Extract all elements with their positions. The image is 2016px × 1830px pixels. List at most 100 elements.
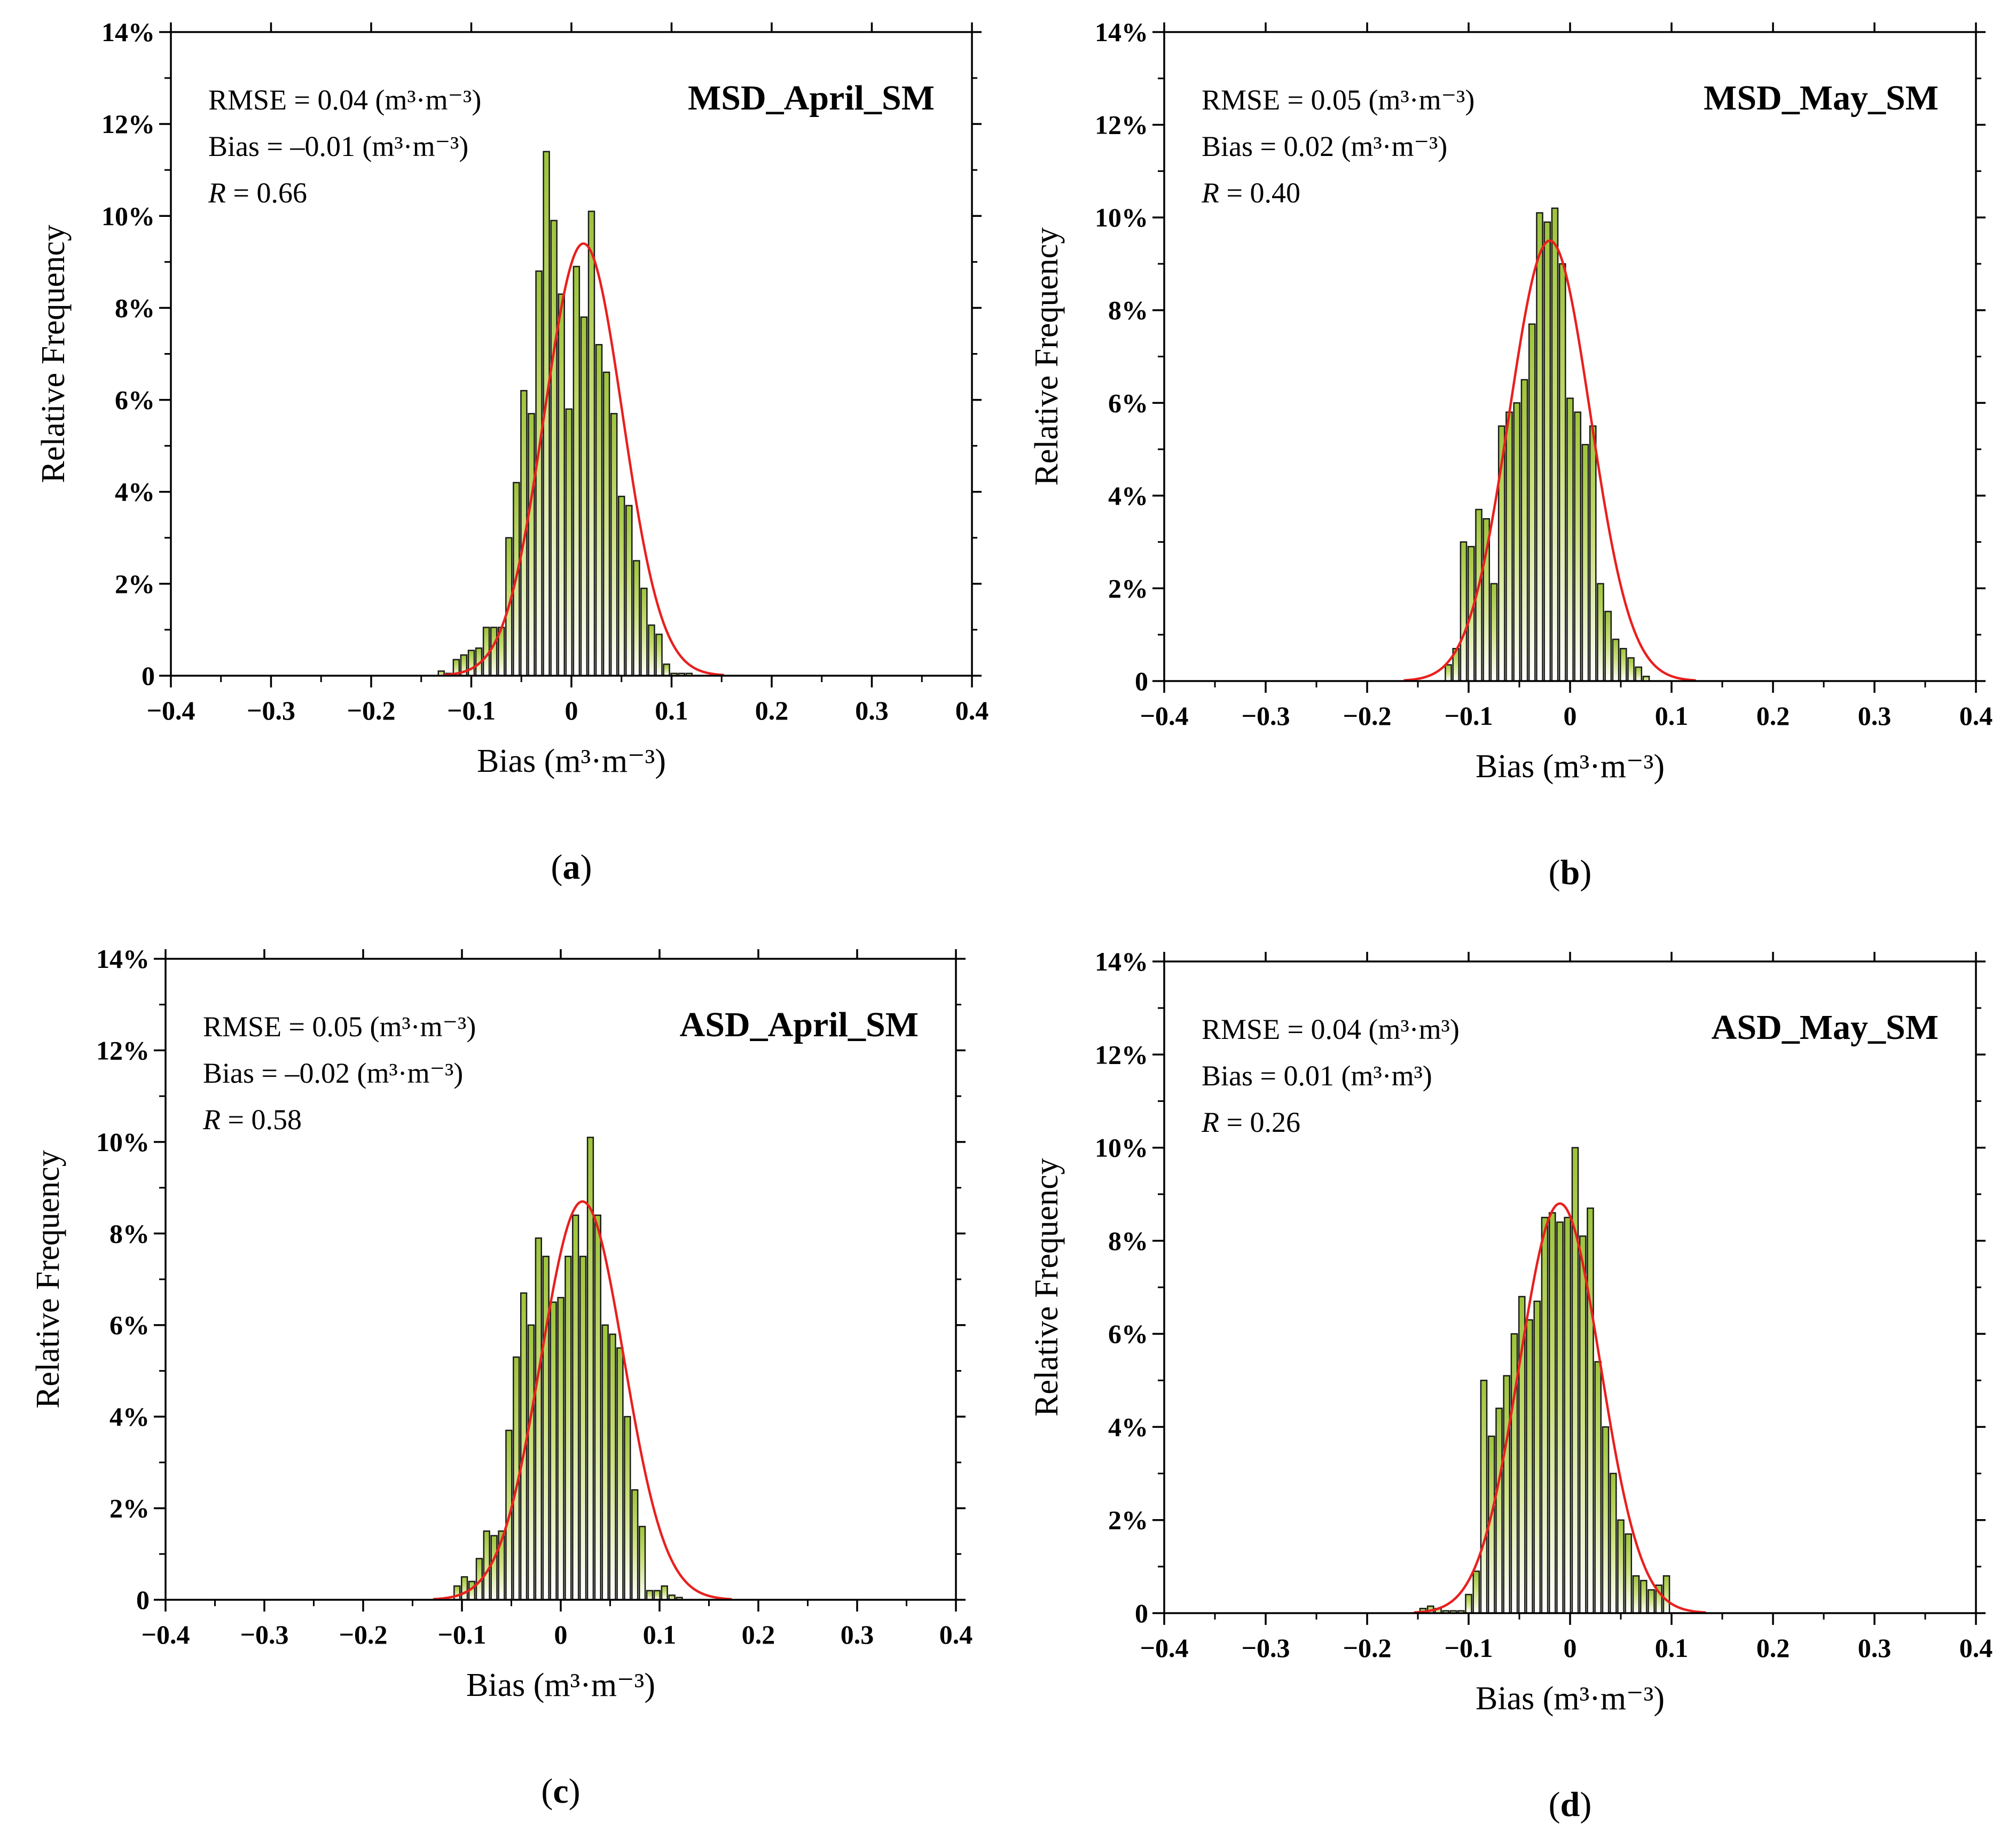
panel-caption: (d) (1549, 1785, 1592, 1824)
histogram-bars (437, 151, 693, 677)
y-tick-label: 14% (101, 17, 155, 47)
histogram-bar (1604, 611, 1612, 682)
histogram-bar (580, 316, 588, 677)
histogram-bar (616, 1347, 624, 1601)
histogram-bar (1640, 1579, 1648, 1614)
caption-letter: c (553, 1772, 568, 1811)
r-symbol: R (1201, 177, 1219, 209)
histogram-bar (1548, 1212, 1556, 1614)
x-axis-title: Bias (m³·m⁻³) (1476, 748, 1665, 785)
x-tick-label: −0.3 (1242, 1633, 1290, 1663)
r-value: = 0.58 (221, 1104, 302, 1136)
y-tick-label: 2% (109, 1493, 150, 1523)
y-tick-label: 12% (101, 109, 155, 139)
histogram-bar (1495, 1407, 1503, 1614)
histogram-bar (1472, 1570, 1480, 1614)
histogram-bar (653, 1590, 661, 1601)
histogram-bar (565, 408, 573, 677)
histogram-bars (1419, 1147, 1670, 1614)
chart-panel-d: −0.4 −0.3 −0.2 −0.1 0 0.1 0.2 0.3 0.4 0 2% 4% 6% 8% 10… (1029, 947, 1993, 1824)
histogram-bar (646, 1590, 654, 1601)
x-tick-label: −0.4 (1140, 1633, 1189, 1663)
y-tick-label: 14% (96, 944, 150, 974)
y-tick-label: 8% (1108, 295, 1148, 325)
histogram-bar (490, 627, 498, 677)
histogram-bar (1465, 1593, 1472, 1614)
r-annotation: R = 0.40 (1201, 177, 1300, 209)
histogram-bar (638, 1526, 646, 1601)
histogram-bar (661, 1585, 668, 1601)
histogram-bar (1480, 1380, 1488, 1614)
histogram-bar (1564, 1217, 1572, 1614)
x-tick-label: 0.3 (1858, 1633, 1892, 1663)
histogram-bar (1533, 1300, 1541, 1614)
x-tick-label: 0 (565, 695, 578, 725)
y-tick-label: 8% (115, 293, 155, 323)
histogram-bar (1612, 638, 1620, 682)
histogram-bar (1627, 657, 1635, 682)
y-tick-label: 12% (96, 1035, 150, 1065)
histogram-bar (557, 1297, 564, 1601)
histogram-bar (1587, 1207, 1594, 1614)
histogram-bar (1579, 1235, 1587, 1614)
x-tick-label: −0.3 (240, 1620, 289, 1649)
x-tick-label: 0.1 (1655, 701, 1689, 731)
histogram-bar (648, 624, 655, 677)
panel-title: MSD_May_SM (1704, 79, 1939, 118)
histogram-bar (1571, 1147, 1579, 1614)
histogram-bar (1490, 583, 1498, 682)
y-axis-title: Relative Frequency (1029, 1158, 1065, 1417)
r-value: = 0.66 (226, 177, 307, 209)
histogram-bar (528, 413, 535, 677)
histogram-bar (535, 1237, 543, 1601)
x-axis-title: Bias (m³·m⁻³) (466, 1667, 655, 1703)
x-tick-label: −0.4 (1140, 701, 1189, 731)
histogram-bars (1445, 207, 1650, 682)
histogram-bar (1505, 411, 1513, 682)
histogram-bar (564, 1255, 572, 1601)
histogram-bar (535, 270, 543, 677)
x-tick-label: 0.3 (1858, 701, 1892, 731)
x-tick-label: 0.4 (939, 1620, 973, 1649)
histogram-bar (1619, 648, 1627, 682)
y-tick-label: 6% (1108, 1319, 1148, 1349)
rmse-annotation: RMSE = 0.04 (m³·m⁻³) (208, 84, 481, 116)
y-tick-label: 12% (1095, 110, 1148, 140)
r-symbol: R (1201, 1106, 1219, 1138)
y-axis-title: Relative Frequency (30, 1150, 66, 1409)
histogram-bar (594, 1214, 602, 1601)
histogram-bar (601, 1324, 609, 1601)
y-tick-label: 0 (1135, 1598, 1148, 1628)
histogram-bar (483, 1530, 490, 1601)
histogram-bar (1589, 425, 1597, 682)
chart-panel-a: −0.4 −0.3 −0.2 −0.1 0 0.1 0.2 0.3 0.4 0 2% 4% 6% 8% 10… (35, 17, 989, 887)
x-tick-label: 0.2 (742, 1620, 775, 1649)
histogram-bar (587, 210, 595, 677)
y-axis: 0 2% 4% 6% 8% 10% 12% 14% (1095, 17, 1986, 696)
histogram-bar (490, 1535, 498, 1601)
y-tick-label: 4% (115, 477, 155, 507)
histogram-bar (1574, 411, 1582, 682)
histogram-bar (1503, 1375, 1511, 1614)
histogram-bar (550, 220, 558, 677)
x-tick-label: −0.3 (1242, 701, 1290, 731)
x-tick-label: −0.1 (1445, 1633, 1493, 1663)
histogram-bar (1597, 583, 1604, 682)
panel-title: MSD_April_SM (688, 79, 935, 118)
histogram-bar (572, 265, 581, 677)
y-tick-label: 12% (1095, 1039, 1148, 1069)
normal-fit-curve (1414, 1202, 1706, 1614)
caption-letter: b (1560, 853, 1580, 892)
y-tick-label: 0 (136, 1585, 150, 1615)
histogram-bar (1558, 263, 1566, 682)
histogram-bar (1602, 1426, 1610, 1614)
chart-panel-c: −0.4 −0.3 −0.2 −0.1 0 0.1 0.2 0.3 0.4 0 2% 4% 6% 8% 10… (30, 944, 973, 1811)
bias-annotation: Bias = 0.01 (m³·m³) (1202, 1060, 1432, 1092)
x-axis: −0.4 −0.3 −0.2 −0.1 0 0.1 0.2 0.3 0.4 (147, 22, 989, 725)
caption-letter: a (563, 848, 581, 887)
x-tick-label: 0.1 (1655, 1633, 1689, 1663)
x-axis: −0.4 −0.3 −0.2 −0.1 0 0.1 0.2 0.3 0.4 (1140, 22, 1993, 731)
r-symbol: R (202, 1104, 221, 1136)
y-tick-label: 14% (1095, 17, 1148, 47)
histogram-bar (1551, 207, 1559, 682)
